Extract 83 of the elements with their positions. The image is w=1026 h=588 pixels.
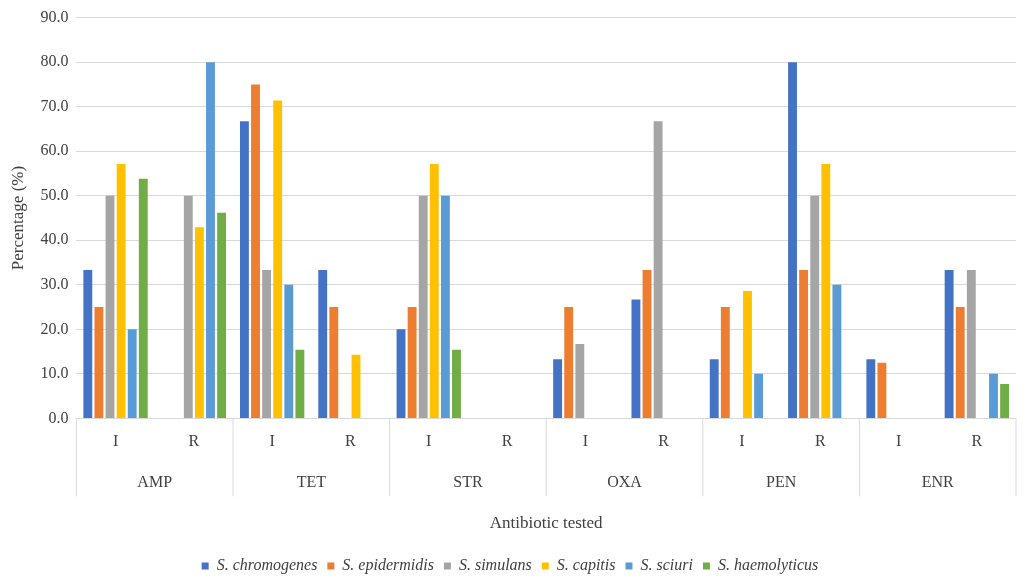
bar (318, 270, 328, 418)
bar (944, 270, 954, 418)
bar (564, 307, 574, 418)
bar (452, 349, 461, 418)
y-axis-title: Percentage (%) (7, 165, 27, 271)
bar (206, 62, 215, 418)
bar (553, 359, 563, 418)
bar (127, 329, 137, 418)
bar (396, 329, 406, 418)
legend-label: S. capitis (556, 556, 616, 575)
legend-label: S. simulans (458, 556, 532, 574)
bar (251, 84, 260, 418)
y-tick-label: 0.0 (48, 408, 69, 426)
bar (329, 307, 339, 418)
bar (832, 284, 842, 418)
legend-label: S. haemolyticus (717, 556, 819, 575)
bar (429, 164, 439, 418)
bar (821, 164, 831, 418)
bar (351, 354, 361, 418)
y-tick-label: 60.0 (40, 141, 69, 159)
bar (720, 307, 730, 418)
x-tick-label: R (658, 432, 670, 450)
x-tick-label: R (345, 432, 357, 450)
y-tick-label: 40.0 (40, 230, 69, 248)
text: PEN (765, 472, 797, 490)
bar (183, 195, 193, 418)
text: STR (453, 472, 483, 490)
legend-label: S. sciuri (640, 556, 693, 574)
x-tick-label: I (426, 432, 432, 450)
bar (284, 284, 294, 418)
x-tick-label: R (188, 432, 200, 450)
x-tick-label: R (501, 432, 513, 450)
bar (631, 299, 641, 418)
x-axis-title: Antibiotic tested (489, 513, 604, 533)
bar (440, 195, 450, 418)
bar (799, 270, 809, 418)
bar (743, 291, 752, 418)
bar (709, 359, 719, 418)
bar (217, 212, 227, 418)
bar (262, 270, 272, 418)
bar (295, 349, 305, 418)
bar (239, 121, 249, 418)
bar (955, 307, 965, 418)
text: OXA (607, 472, 643, 490)
bar (866, 359, 876, 418)
bar (105, 195, 115, 418)
bar (653, 121, 663, 418)
y-tick-label: 70.0 (40, 96, 69, 114)
x-tick-label: R (814, 432, 826, 450)
x-tick-label: I (895, 432, 902, 450)
y-tick-label: 50.0 (40, 185, 69, 203)
y-tick-label: 90.0 (40, 7, 69, 25)
legend-label: S. epidermidis (342, 556, 434, 575)
bar (418, 195, 428, 418)
bar (116, 164, 126, 418)
text: AMP (137, 472, 173, 490)
bar (94, 307, 104, 418)
bar (194, 227, 204, 418)
bar (810, 195, 820, 418)
y-tick-label: 80.0 (40, 52, 69, 70)
bar (273, 100, 283, 418)
bar (877, 362, 887, 418)
bar (407, 307, 417, 418)
bar (966, 270, 976, 418)
x-tick-label: I (582, 432, 589, 450)
y-tick-label: 20.0 (40, 319, 69, 337)
bar (788, 62, 797, 418)
bar (83, 270, 93, 418)
x-tick-label: I (739, 432, 745, 450)
bar (575, 344, 585, 418)
x-tick-label: I (112, 432, 119, 450)
bar (989, 373, 998, 418)
text: ENR (921, 472, 955, 490)
text: TET (296, 472, 327, 490)
y-tick-label: 10.0 (40, 364, 69, 382)
bar (138, 178, 148, 418)
x-tick-label: I (269, 432, 275, 450)
legend-label: S. chromogenes (216, 556, 318, 575)
bar (754, 373, 764, 418)
y-tick-label: 30.0 (40, 275, 69, 292)
bar (642, 270, 652, 418)
x-tick-label: R (971, 432, 983, 450)
bar (1000, 384, 1010, 418)
